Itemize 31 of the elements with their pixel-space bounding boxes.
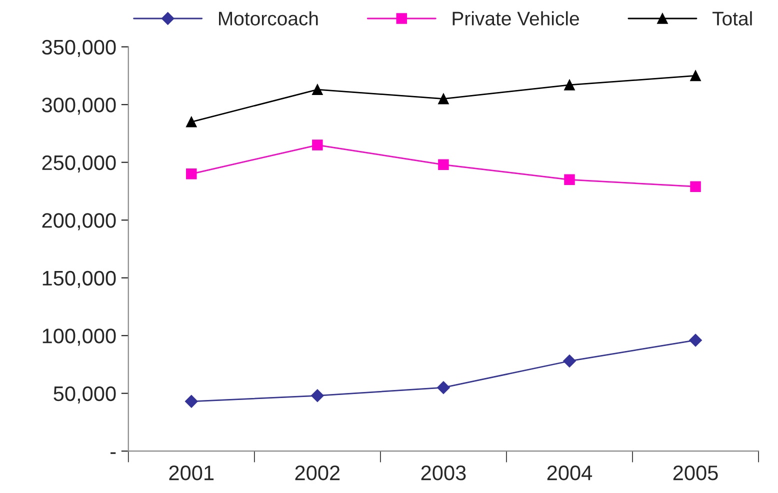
legend-label: Total <box>712 11 752 26</box>
point <box>311 389 324 402</box>
point <box>186 168 197 180</box>
point <box>690 181 701 192</box>
point <box>438 159 449 170</box>
point <box>312 84 323 95</box>
point <box>438 93 449 104</box>
legend-label: Motorcoach <box>219 11 318 26</box>
y-tick-label: 50,000 <box>54 386 116 404</box>
point <box>312 140 323 150</box>
y-tick-label: 350,000 <box>42 40 116 58</box>
x-tick-label: 2003 <box>421 466 466 480</box>
point <box>186 116 197 128</box>
point <box>437 381 450 394</box>
point <box>184 395 198 408</box>
x-tick-label: 2004 <box>547 466 592 480</box>
legend-label: Private Vehicle <box>452 11 579 26</box>
y-tick-label: - <box>110 452 116 454</box>
y-tick-label: 250,000 <box>42 155 116 173</box>
y-tick-label: 200,000 <box>42 213 116 230</box>
y-tick-label: 100,000 <box>42 328 116 346</box>
point <box>689 334 702 347</box>
x-tick-label: 2001 <box>169 466 214 480</box>
x-tick-label: 2005 <box>673 466 718 480</box>
point <box>563 354 576 368</box>
point <box>564 80 575 90</box>
point <box>690 70 701 82</box>
point <box>564 174 575 186</box>
y-tick-label: 150,000 <box>42 270 116 288</box>
x-tick-label: 2002 <box>295 466 340 480</box>
y-tick-label: 300,000 <box>42 98 116 115</box>
